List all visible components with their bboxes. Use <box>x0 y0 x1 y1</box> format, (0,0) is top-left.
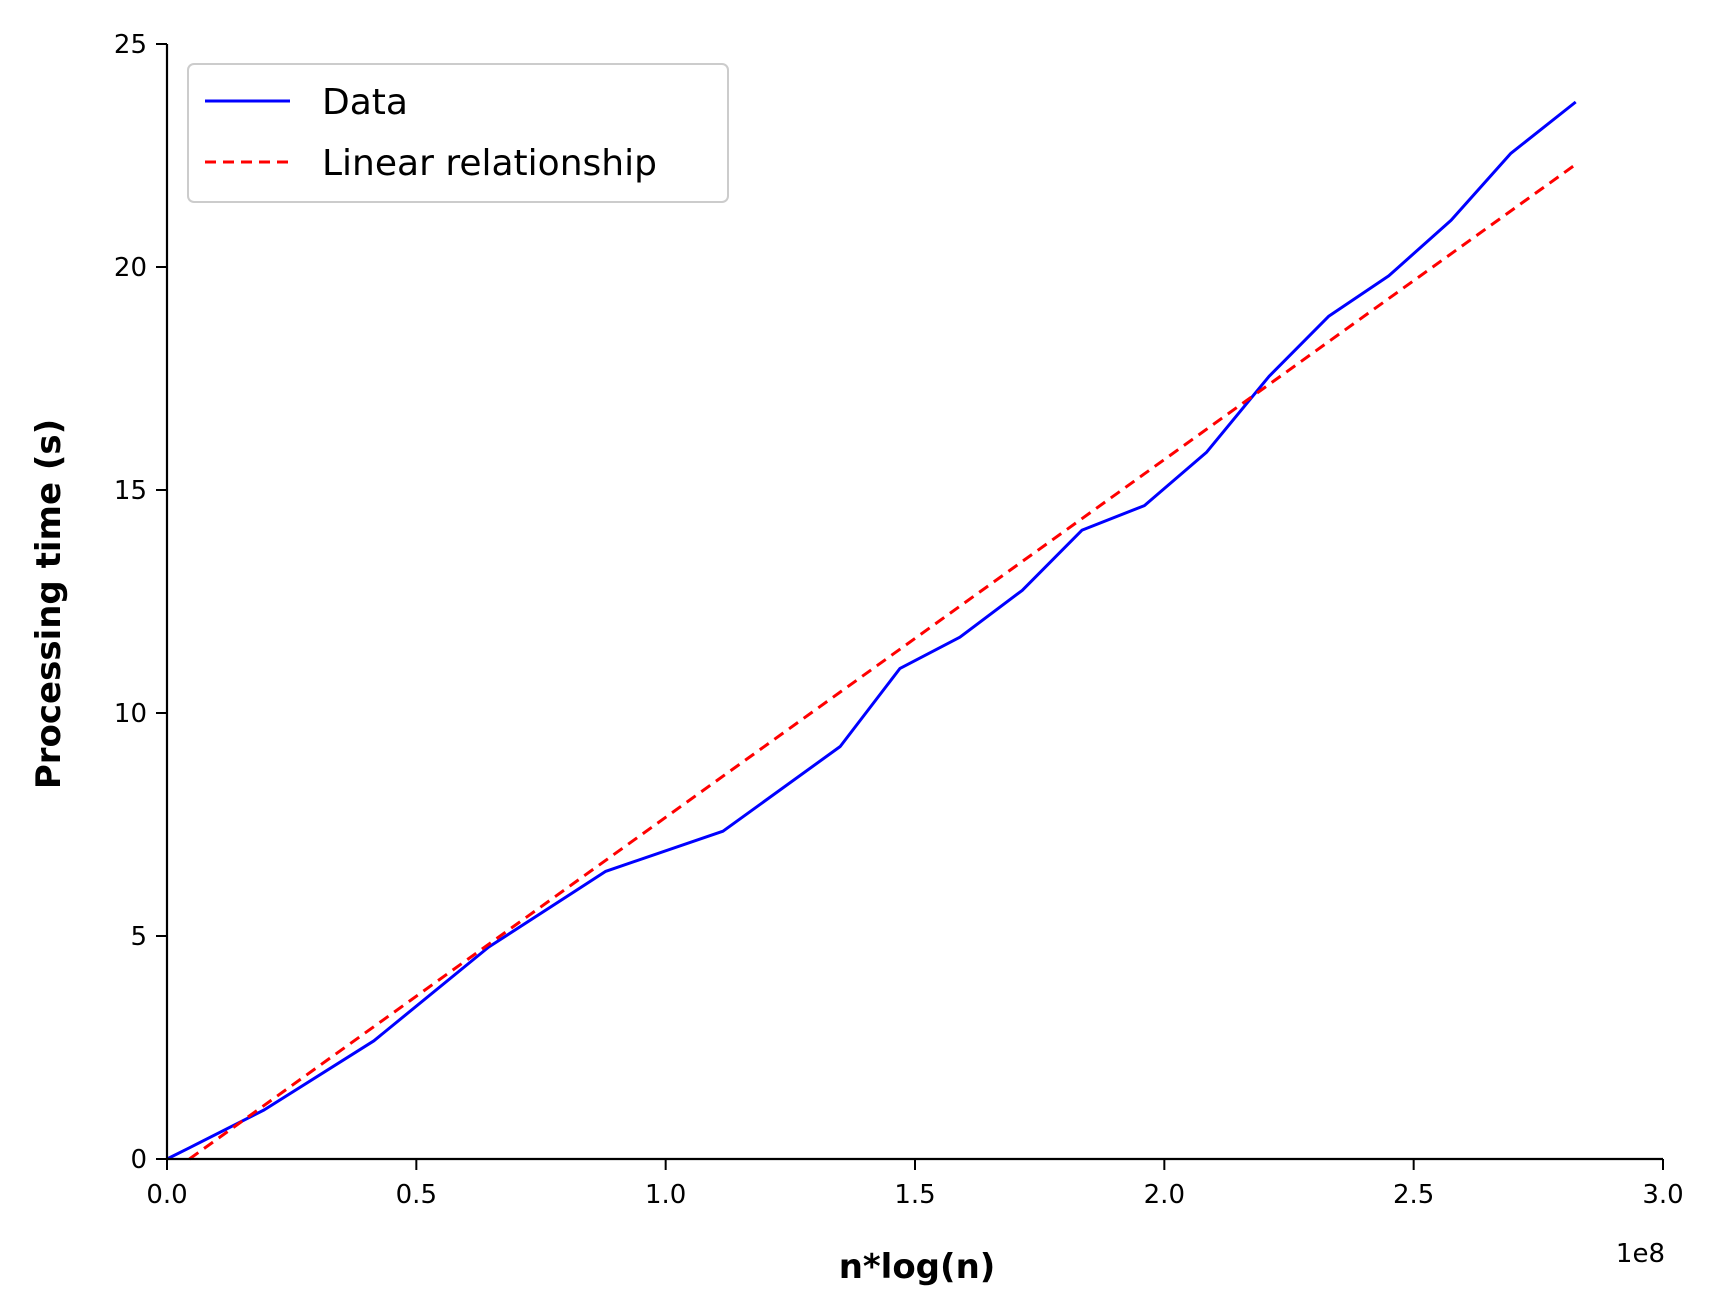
legend-frame <box>187 63 729 203</box>
series-layer <box>166 100 1577 1161</box>
y-tick-label: 25 <box>114 30 147 60</box>
y-axis-title: Processing time (s) <box>29 419 69 789</box>
x-tick-label: 3.0 <box>1642 1180 1683 1210</box>
y-tick-label: 10 <box>114 699 147 729</box>
series-line-data <box>166 100 1577 1161</box>
x-tick-label: 1.5 <box>894 1180 935 1210</box>
legend-label-linear: Linear relationship <box>322 143 657 184</box>
series-line-linear-relationship <box>188 163 1577 1161</box>
x-tick-label: 2.5 <box>1393 1180 1434 1210</box>
y-tick-label: 15 <box>114 476 147 506</box>
y-tick-label: 20 <box>114 253 147 283</box>
x-tick-label: 1.0 <box>645 1180 686 1210</box>
axes-layer <box>165 44 1663 1161</box>
x-axis-offset-label: 1e8 <box>1616 1239 1665 1269</box>
ticks-layer: 0.0 0.5 1.0 1.5 2.0 2.5 3.0 0 5 10 15 20 25 <box>114 30 1684 1210</box>
legend-label-data: Data <box>322 82 408 123</box>
legend: Data Linear relationship <box>187 63 729 203</box>
y-tick-label: 5 <box>130 922 147 952</box>
x-tick-label: 0.0 <box>146 1180 187 1210</box>
x-tick-label: 0.5 <box>396 1180 437 1210</box>
y-tick-label: 0 <box>130 1145 147 1175</box>
x-tick-label: 2.0 <box>1144 1180 1185 1210</box>
x-axis-title: n*log(n) <box>839 1247 996 1287</box>
